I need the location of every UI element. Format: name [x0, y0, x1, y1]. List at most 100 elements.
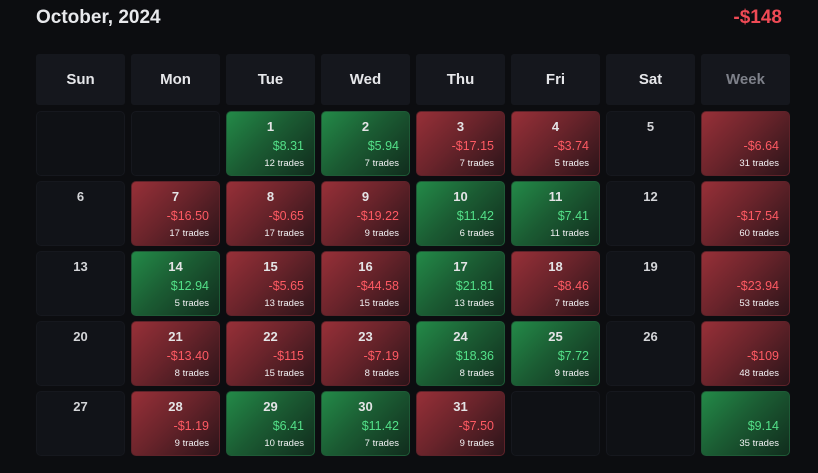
day-cell-1[interactable]: 1 $8.31 12 trades: [226, 111, 315, 176]
day-trade-count: 13 trades: [454, 298, 494, 309]
day-pnl: -$0.65: [268, 209, 304, 223]
day-cell-27[interactable]: 27: [36, 391, 125, 456]
weekday-header-wed: Wed: [321, 54, 410, 105]
weekday-header-thu: Thu: [416, 54, 505, 105]
week-trade-count: 35 trades: [739, 438, 779, 449]
week-summary-cell[interactable]: -$17.54 60 trades: [701, 181, 790, 246]
weekday-header-sat: Sat: [606, 54, 695, 105]
week-pnl: $9.14: [747, 419, 779, 433]
day-number: 22: [263, 329, 278, 344]
day-trade-count: 17 trades: [264, 228, 304, 239]
day-trade-count: 9 trades: [554, 368, 589, 379]
day-trade-count: 7 trades: [364, 158, 399, 169]
day-trade-count: 10 trades: [264, 438, 304, 449]
day-cell-25[interactable]: 25 $7.72 9 trades: [511, 321, 600, 386]
weekday-header-sun: Sun: [36, 54, 125, 105]
day-pnl: $12.94: [170, 279, 209, 293]
empty-day-cell: [511, 391, 600, 456]
day-cell-21[interactable]: 21 -$13.40 8 trades: [131, 321, 220, 386]
day-pnl: -$13.40: [166, 349, 209, 363]
week-trade-count: 48 trades: [739, 368, 779, 379]
weekday-header-tue: Tue: [226, 54, 315, 105]
day-number: 1: [266, 119, 275, 134]
day-number: 21: [168, 329, 183, 344]
day-pnl: -$7.50: [458, 419, 494, 433]
day-cell-9[interactable]: 9 -$19.22 9 trades: [321, 181, 410, 246]
calendar-header: October, 2024 -$148: [36, 6, 782, 30]
day-cell-22[interactable]: 22 -$115 15 trades: [226, 321, 315, 386]
day-trade-count: 7 trades: [459, 158, 494, 169]
day-cell-24[interactable]: 24 $18.36 8 trades: [416, 321, 505, 386]
weekday-header-week: Week: [701, 54, 790, 105]
day-cell-12[interactable]: 12: [606, 181, 695, 246]
day-number: 9: [361, 189, 370, 204]
day-number: 15: [263, 259, 278, 274]
day-trade-count: 7 trades: [554, 298, 589, 309]
day-pnl: $18.36: [455, 349, 494, 363]
day-number: 11: [548, 189, 563, 204]
day-cell-11[interactable]: 11 $7.41 11 trades: [511, 181, 600, 246]
day-number: 26: [643, 329, 658, 344]
day-cell-3[interactable]: 3 -$17.15 7 trades: [416, 111, 505, 176]
day-pnl: -$44.58: [356, 279, 399, 293]
day-pnl: $8.31: [272, 139, 304, 153]
day-number: 30: [358, 399, 373, 414]
day-cell-23[interactable]: 23 -$7.19 8 trades: [321, 321, 410, 386]
week-summary-cell[interactable]: $9.14 35 trades: [701, 391, 790, 456]
day-trade-count: 11 trades: [550, 228, 589, 239]
day-number: 3: [456, 119, 465, 134]
day-cell-20[interactable]: 20: [36, 321, 125, 386]
day-cell-6[interactable]: 6: [36, 181, 125, 246]
day-pnl: -$115: [272, 349, 304, 363]
day-pnl: -$16.50: [166, 209, 209, 223]
week-summary-cell[interactable]: -$23.94 53 trades: [701, 251, 790, 316]
day-number: 29: [263, 399, 278, 414]
day-cell-13[interactable]: 13: [36, 251, 125, 316]
day-pnl: -$19.22: [356, 209, 399, 223]
week-pnl: -$23.94: [736, 279, 779, 293]
day-cell-10[interactable]: 10 $11.42 6 trades: [416, 181, 505, 246]
day-number: 16: [358, 259, 373, 274]
day-cell-7[interactable]: 7 -$16.50 17 trades: [131, 181, 220, 246]
week-pnl: -$109: [747, 349, 779, 363]
day-cell-29[interactable]: 29 $6.41 10 trades: [226, 391, 315, 456]
day-number: 14: [168, 259, 183, 274]
day-number: 2: [361, 119, 370, 134]
day-cell-26[interactable]: 26: [606, 321, 695, 386]
day-number: 12: [643, 189, 658, 204]
weekday-header-fri: Fri: [511, 54, 600, 105]
day-cell-5[interactable]: 5: [606, 111, 695, 176]
day-trade-count: 8 trades: [459, 368, 494, 379]
day-pnl: -$7.19: [363, 349, 399, 363]
day-cell-17[interactable]: 17 $21.81 13 trades: [416, 251, 505, 316]
calendar-grid: 1 $8.31 12 trades 2 $5.94 7 trades 3 -$17.15 7 t…: [36, 111, 790, 456]
day-cell-15[interactable]: 15 -$5.65 13 trades: [226, 251, 315, 316]
day-number: 24: [453, 329, 468, 344]
day-cell-19[interactable]: 19: [606, 251, 695, 316]
day-trade-count: 17 trades: [169, 228, 209, 239]
day-pnl: $11.42: [456, 209, 494, 223]
day-cell-2[interactable]: 2 $5.94 7 trades: [321, 111, 410, 176]
day-pnl: -$5.65: [268, 279, 304, 293]
day-cell-28[interactable]: 28 -$1.19 9 trades: [131, 391, 220, 456]
day-number: 13: [73, 259, 88, 274]
day-cell-18[interactable]: 18 -$8.46 7 trades: [511, 251, 600, 316]
day-cell-4[interactable]: 4 -$3.74 5 trades: [511, 111, 600, 176]
day-cell-14[interactable]: 14 $12.94 5 trades: [131, 251, 220, 316]
day-cell-31[interactable]: 31 -$7.50 9 trades: [416, 391, 505, 456]
day-cell-8[interactable]: 8 -$0.65 17 trades: [226, 181, 315, 246]
day-pnl: $5.94: [367, 139, 399, 153]
day-pnl: $7.72: [557, 349, 589, 363]
day-cell-16[interactable]: 16 -$44.58 15 trades: [321, 251, 410, 316]
week-summary-cell[interactable]: -$109 48 trades: [701, 321, 790, 386]
week-summary-cell[interactable]: -$6.64 31 trades: [701, 111, 790, 176]
day-cell-30[interactable]: 30 $11.42 7 trades: [321, 391, 410, 456]
day-number: 8: [266, 189, 275, 204]
day-trade-count: 8 trades: [174, 368, 209, 379]
day-number: 4: [551, 119, 560, 134]
week-trade-count: 31 trades: [739, 158, 779, 169]
week-pnl: -$17.54: [736, 209, 779, 223]
day-pnl: $21.81: [455, 279, 494, 293]
day-pnl: -$1.19: [173, 419, 209, 433]
